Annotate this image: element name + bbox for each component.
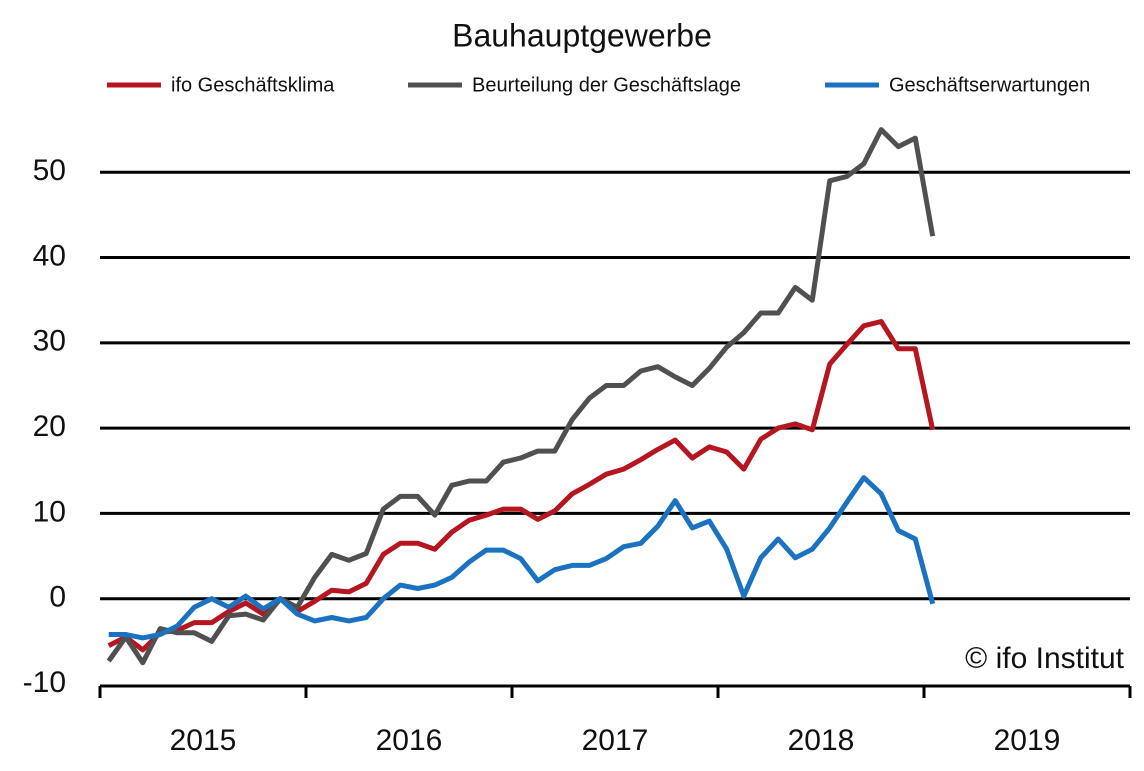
- chart-title: Bauhauptgewerbe: [452, 17, 712, 53]
- legend-label: Geschäftserwartungen: [889, 74, 1090, 96]
- x-tick-label: 2018: [788, 724, 855, 757]
- x-tick-label: 2015: [170, 724, 237, 757]
- x-tick-label: 2016: [376, 724, 443, 757]
- annotation: © ifo Institut: [965, 642, 1124, 675]
- series-line: [107, 319, 936, 653]
- legend-label: Beurteilung der Geschäftslage: [472, 74, 741, 96]
- y-tick-label: 20: [33, 410, 66, 443]
- y-tick-label: 30: [33, 325, 66, 358]
- y-tick-label: 50: [33, 154, 66, 187]
- y-tick-label: -10: [23, 666, 66, 699]
- x-tick-label: 2019: [994, 724, 1061, 757]
- series-line: [108, 475, 936, 641]
- y-tick-label: 10: [33, 495, 66, 528]
- y-tick-label: 40: [33, 239, 66, 272]
- x-tick-label: 2017: [582, 724, 649, 757]
- legend-label: ifo Geschäftsklima: [171, 74, 335, 96]
- y-tick-label: 0: [49, 581, 66, 614]
- series-line: [106, 127, 936, 666]
